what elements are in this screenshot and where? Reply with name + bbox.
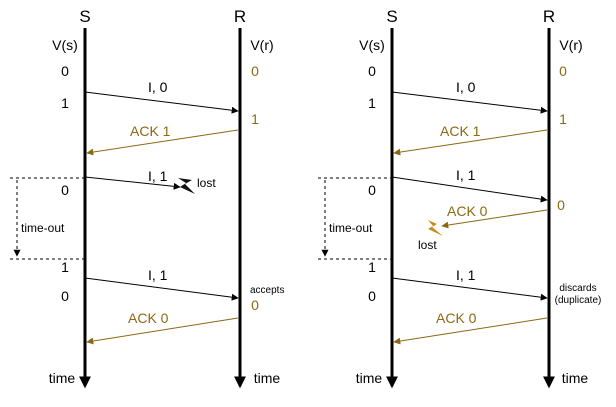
lightning-bolt-icon <box>428 220 443 236</box>
left-ack-label: ACK 0 <box>128 310 169 326</box>
left-frame-label: I, 1 <box>148 168 168 184</box>
right-ack-label: ACK 0 <box>436 310 477 326</box>
left-accepts-label: accepts <box>250 285 284 296</box>
right-discards-label: discards <box>559 283 596 294</box>
right-timeout-label: time-out <box>329 221 373 235</box>
left-retransmit-arrow <box>84 277 239 301</box>
right-vs-value: 1 <box>368 259 376 275</box>
right-frame-arrow <box>391 91 548 114</box>
right-receiver-title: R <box>543 7 555 26</box>
right-frame-label: I, 1 <box>456 167 476 183</box>
right-vs-value: 0 <box>368 182 376 198</box>
right-panel: S R V(s) V(r) 0 1 0 1 0 0 1 0 I, 0 ACK 1… <box>318 7 602 389</box>
left-time-label-receiver: time <box>254 370 281 386</box>
right-sender-var: V(s) <box>359 37 385 53</box>
left-vr-value: 1 <box>251 111 259 127</box>
right-sender-title: S <box>386 7 397 26</box>
right-vr-value: 0 <box>557 197 565 213</box>
right-frame-label: I, 0 <box>456 79 476 95</box>
left-vs-value: 1 <box>61 95 69 111</box>
left-lost-frame-arrow <box>84 176 181 190</box>
right-duplicate-label: (duplicate) <box>555 295 602 306</box>
left-receiver-var: V(r) <box>250 37 273 53</box>
right-receiver-var: V(r) <box>559 37 582 53</box>
right-ack-label: ACK 1 <box>440 123 481 139</box>
left-vr-value: 0 <box>251 63 259 79</box>
left-panel: S R V(s) V(r) 0 1 0 1 0 0 1 0 I, 0 ACK 1… <box>10 7 284 389</box>
right-vs-value: 0 <box>368 288 376 304</box>
left-vs-value: 0 <box>61 288 69 304</box>
right-ack-arrow <box>393 317 548 345</box>
right-ack-label: ACK 0 <box>447 203 488 219</box>
left-frame-arrow <box>84 91 239 114</box>
right-frame-arrow <box>391 176 548 203</box>
left-time-label-sender: time <box>49 370 76 386</box>
right-vs-value: 0 <box>368 63 376 79</box>
left-lost-label: lost <box>197 176 216 190</box>
left-receiver-title: R <box>234 7 246 26</box>
right-ack-arrow <box>393 129 548 156</box>
left-sender-title: S <box>79 7 90 26</box>
left-vs-value: 0 <box>61 63 69 79</box>
left-ack-arrow <box>86 129 239 156</box>
left-frame-label: I, 1 <box>148 267 168 283</box>
left-ack-label: ACK 1 <box>130 123 171 139</box>
right-time-label-sender: time <box>356 370 383 386</box>
right-time-label-receiver: time <box>562 370 589 386</box>
right-vs-value: 1 <box>368 95 376 111</box>
right-frame-label: I, 1 <box>456 267 476 283</box>
left-vs-value: 0 <box>61 182 69 198</box>
right-lost-ack-arrow <box>441 209 548 229</box>
right-vr-value: 0 <box>559 63 567 79</box>
left-vs-value: 1 <box>61 259 69 275</box>
left-timeout-label: time-out <box>21 221 65 235</box>
right-lost-label: lost <box>418 238 437 252</box>
right-retransmit-arrow <box>391 277 548 301</box>
lightning-bolt-icon <box>178 178 195 194</box>
left-sender-var: V(s) <box>52 37 78 53</box>
left-frame-label: I, 0 <box>148 79 168 95</box>
right-vr-value: 1 <box>559 111 567 127</box>
left-vr-value: 0 <box>251 297 259 313</box>
left-ack-arrow <box>86 317 239 345</box>
